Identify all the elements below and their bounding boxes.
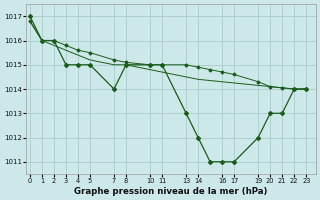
X-axis label: Graphe pression niveau de la mer (hPa): Graphe pression niveau de la mer (hPa) xyxy=(74,187,268,196)
